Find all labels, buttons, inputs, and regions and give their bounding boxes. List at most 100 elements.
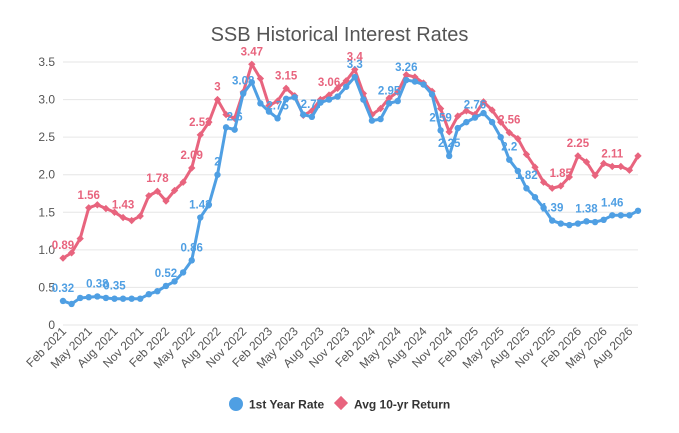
data-label: 1.85 <box>550 168 573 180</box>
data-point <box>325 96 333 103</box>
data-point <box>480 109 487 117</box>
data-point <box>634 152 642 160</box>
data-point <box>548 217 556 224</box>
data-point <box>522 150 531 159</box>
data-point <box>154 287 161 295</box>
data-point <box>514 134 522 143</box>
legend-marker-circle <box>229 397 243 411</box>
data-point <box>240 90 247 97</box>
data-point <box>609 212 616 219</box>
data-point <box>463 118 470 126</box>
data-point <box>617 162 625 171</box>
data-point <box>531 194 539 201</box>
data-point <box>197 214 204 221</box>
data-label: 3.26 <box>395 62 417 74</box>
data-label: 2.53 <box>189 117 211 129</box>
data-label: 2.75 <box>266 100 289 112</box>
data-point <box>300 111 307 118</box>
data-point <box>119 213 127 222</box>
data-point <box>265 108 273 115</box>
data-labels: 0.32 0.380.35 0.52 0.86 1.43 2 2.6 3.08 2.75 2.77… <box>52 46 624 295</box>
data-point <box>445 128 453 136</box>
data-label: 0.38 <box>86 278 109 290</box>
data-point <box>514 167 522 175</box>
data-point <box>626 212 633 219</box>
data-point <box>479 98 488 106</box>
y-axis-ticks: 0 0.5 1.0 1.5 2.0 2.5 3.0 3.5 <box>38 55 55 332</box>
data-point <box>222 124 230 131</box>
data-point <box>385 94 393 102</box>
data-label: 1.43 <box>189 200 211 212</box>
y-tick-label: 0.5 <box>38 280 55 294</box>
y-tick-label: 3.5 <box>38 55 55 69</box>
data-point <box>85 293 92 301</box>
data-point <box>282 84 290 92</box>
data-point <box>317 99 324 106</box>
chart-title: SSB Historical Interest Rates <box>211 24 469 46</box>
data-point <box>523 185 530 192</box>
data-label: 1.78 <box>146 173 169 185</box>
data-point <box>599 159 608 168</box>
data-point <box>308 113 316 121</box>
data-point <box>325 91 333 99</box>
data-point <box>376 104 385 113</box>
data-point <box>462 107 471 115</box>
legend-marker-diamond <box>333 395 349 411</box>
data-point <box>377 115 384 123</box>
data-label: 0.52 <box>155 268 177 280</box>
data-point <box>85 204 93 212</box>
data-point <box>625 166 634 174</box>
legend-item-1st-year-rate[interactable]: 1st Year Rate <box>229 397 324 412</box>
data-label: 2.77 <box>301 99 323 111</box>
data-label: 2.25 <box>438 138 461 150</box>
data-point <box>591 218 599 226</box>
data-point <box>454 112 462 120</box>
data-point <box>205 201 213 208</box>
data-point <box>213 95 222 104</box>
data-point <box>617 212 625 219</box>
data-point <box>437 127 444 134</box>
data-label: 2.59 <box>429 112 451 124</box>
y-tick-label: 1.0 <box>38 243 55 257</box>
data-point <box>282 95 290 103</box>
data-label: 0.89 <box>52 240 74 252</box>
data-point <box>566 221 573 229</box>
y-tick-label: 1.5 <box>38 205 55 219</box>
data-point <box>488 118 496 126</box>
data-point <box>205 118 213 126</box>
data-label: 2.76 <box>464 100 486 112</box>
data-point <box>273 97 282 105</box>
data-point <box>548 184 556 192</box>
data-point <box>608 162 616 171</box>
data-label: 2 <box>214 157 220 169</box>
y-tick-label: 2.0 <box>38 168 55 182</box>
data-point <box>557 220 564 227</box>
y-tick-label: 3.0 <box>38 93 55 107</box>
data-point <box>257 100 264 107</box>
data-point <box>59 297 67 305</box>
data-label: 3.3 <box>347 59 363 71</box>
data-point <box>557 182 565 190</box>
data-point <box>274 115 281 122</box>
data-point <box>385 100 393 107</box>
data-label: 3.08 <box>232 76 255 88</box>
data-label: 3.4 <box>347 52 364 64</box>
legend-label-avg-10-yr-return: Avg 10-yr Return <box>354 398 450 412</box>
data-point <box>471 114 479 121</box>
data-point <box>179 269 187 276</box>
data-point <box>583 218 590 225</box>
data-point <box>454 124 461 132</box>
legend-item-avg-10-yr-return[interactable]: Avg 10-yr Return <box>333 395 450 412</box>
data-point <box>76 234 84 243</box>
data-point <box>582 158 591 166</box>
data-point <box>531 163 539 171</box>
data-point <box>368 117 376 124</box>
data-label: 3 <box>214 82 220 94</box>
data-point <box>394 97 401 105</box>
data-point <box>420 81 427 88</box>
data-label: 3.15 <box>275 70 298 82</box>
data-point <box>68 300 75 308</box>
data-point <box>248 79 256 86</box>
